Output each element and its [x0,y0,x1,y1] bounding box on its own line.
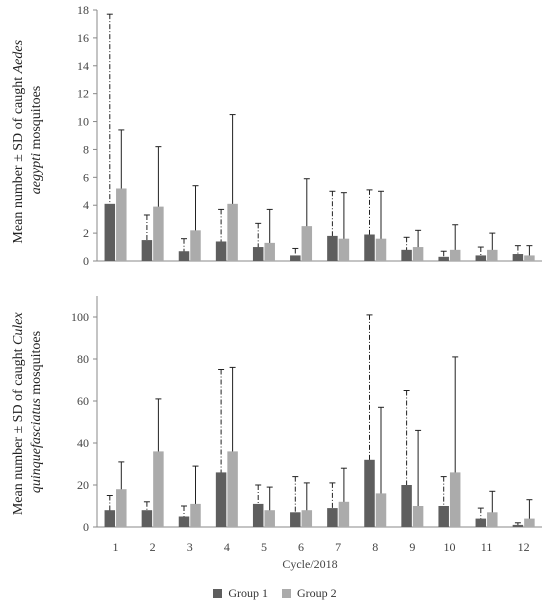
bar-group-1-cycle-6 [290,255,301,261]
y-tick-label: 20 [77,478,89,492]
bar-group-1-cycle-10 [438,506,449,527]
bar-group-1-cycle-4 [215,472,227,527]
bar-group-2-cycle-2 [153,451,164,527]
bar-group-2-cycle-10 [449,249,461,261]
error-bars [106,314,533,527]
bar-group-2-cycle-10 [449,472,461,527]
bar-group-2-cycle-1 [116,489,127,527]
bar-group-1-cycle-8 [364,459,375,527]
bar-group-1-cycle-2 [141,240,153,261]
legend-label-group-2: Group 2 [297,586,337,600]
bar-group-1-cycle-1 [104,203,116,261]
bar-group-2-cycle-6 [301,510,313,527]
y-tick-label: 16 [77,31,89,45]
bar-group-2-cycle-9 [412,506,424,527]
x-tick-label: 5 [261,540,267,554]
bar-group-2-cycle-9 [412,247,424,261]
bar-group-2-cycle-7 [338,238,350,261]
bar-group-2-cycle-3 [190,230,201,261]
bar-group-1-cycle-9 [401,249,412,261]
bar-group-2-cycle-2 [153,206,164,261]
legend-swatch-group-2 [282,589,291,598]
bar-group-2-cycle-7 [338,501,350,527]
bar-group-1-cycle-7 [327,508,338,527]
x-tick-label: 1 [113,540,119,554]
bars [104,188,535,261]
bar-group-2-cycle-11 [487,512,498,527]
x-tick-label: 6 [298,540,304,554]
bar-group-2-cycle-5 [264,242,275,261]
bar-group-2-cycle-4 [227,203,238,261]
x-ticks: 1 2 3 4 5 6 7 8 9 10 11 12 [113,540,530,554]
bar-group-1-cycle-1 [104,510,116,527]
y-ticks: 0 2 4 6 8 10 12 14 16 18 [77,3,97,268]
bar-group-1-cycle-4 [215,241,227,261]
bar-group-1-cycle-3 [178,251,190,261]
bar-group-2-cycle-8 [375,493,387,527]
bar-group-2-cycle-8 [375,238,387,261]
bars [104,451,535,527]
x-tick-label: 4 [224,540,230,554]
x-tick-label: 12 [518,540,530,554]
y-tick-label: 0 [83,520,89,534]
bar-group-1-cycle-11 [475,255,487,261]
x-tick-label: 11 [481,540,493,554]
y-tick-label: 80 [77,352,89,366]
bar-group-1-cycle-10 [438,256,449,261]
bar-group-2-cycle-4 [227,451,238,527]
bar-group-2-cycle-5 [264,510,275,527]
x-tick-label: 3 [187,540,193,554]
x-tick-label: 10 [443,540,455,554]
bar-group-1-cycle-5 [252,247,264,261]
x-tick-label: 9 [409,540,415,554]
legend-item-group-2: Group 2 [282,586,337,601]
legend-item-group-1: Group 1 [213,586,268,601]
x-tick-label: 2 [150,540,156,554]
y-tick-label: 40 [77,436,89,450]
error-bars [106,13,533,261]
chart-aedes-aegypti: 0 2 4 6 8 10 12 14 16 18 Mean number ± SD of caug… [11,3,542,268]
y-tick-label: 10 [77,115,89,129]
bar-group-2-cycle-11 [487,249,498,261]
y-tick-label: 4 [83,198,89,212]
bar-group-1-cycle-3 [178,516,190,527]
y-tick-label: 12 [77,87,89,101]
bar-group-1-cycle-2 [141,510,153,527]
y-axis-label: Mean number ± SD of caught Culex quinque… [11,309,44,515]
y-tick-label: 0 [83,254,89,268]
bar-group-2-cycle-12 [524,518,535,527]
bar-group-1-cycle-12 [512,254,524,261]
bar-group-1-cycle-12 [512,524,524,527]
y-ticks: 0 20 40 60 80 100 [71,310,97,534]
x-axis-label: Cycle/2018 [282,557,337,571]
bar-group-2-cycle-6 [301,226,313,261]
legend-swatch-group-1 [213,589,223,598]
bar-group-1-cycle-6 [290,512,301,527]
x-tick-label: 8 [372,540,378,554]
bar-group-1-cycle-7 [327,235,338,261]
bar-group-2-cycle-12 [524,255,535,261]
y-axis-label: Mean number ± SD of caught Aedes aegypti… [11,36,44,243]
bar-group-2-cycle-1 [116,188,127,261]
y-tick-label: 100 [71,310,89,324]
y-tick-label: 8 [83,142,89,156]
legend: Group 1 Group 2 [0,586,550,601]
bar-group-1-cycle-9 [401,485,412,527]
bar-group-1-cycle-11 [475,518,487,527]
y-tick-label: 18 [77,3,89,17]
bar-group-2-cycle-3 [190,503,201,527]
y-tick-label: 60 [77,394,89,408]
y-tick-label: 2 [83,226,89,240]
bar-group-1-cycle-5 [252,503,264,527]
legend-label-group-1: Group 1 [228,586,268,600]
bar-group-1-cycle-8 [364,234,375,261]
y-tick-label: 14 [77,59,89,73]
y-tick-label: 6 [83,170,89,184]
x-tick-label: 7 [335,540,341,554]
